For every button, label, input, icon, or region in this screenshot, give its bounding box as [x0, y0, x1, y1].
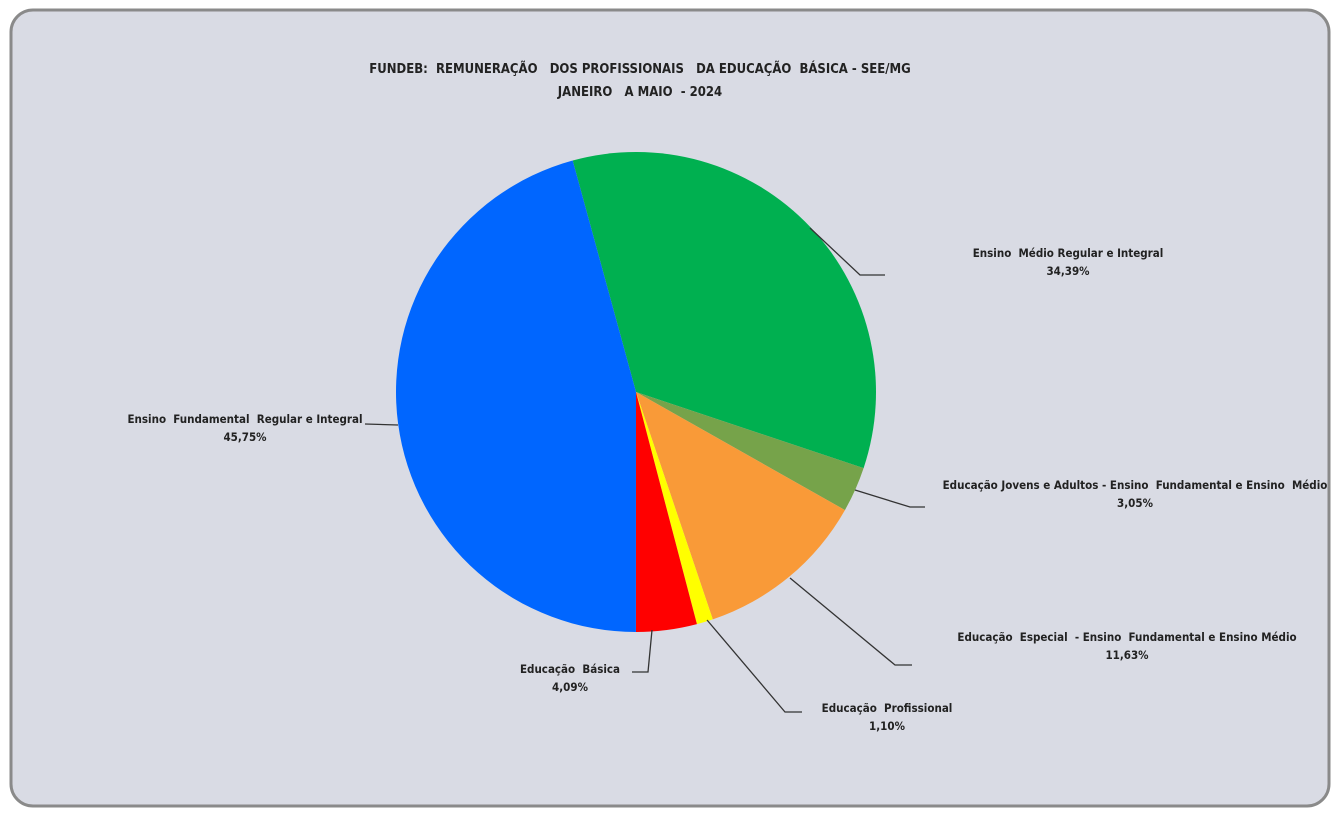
- slice-value-label: 45,75%: [223, 430, 267, 444]
- pie-slice: [395, 160, 636, 632]
- pie-slice: [636, 392, 845, 620]
- pie-slice: [572, 151, 877, 469]
- slice-label: Educação Profissional: [821, 701, 953, 715]
- slice-label: Ensino Fundamental Regular e Integral: [127, 412, 363, 426]
- leader-line: [364, 423, 399, 426]
- pie-slice: [635, 392, 697, 633]
- leader-line: [706, 619, 802, 713]
- chart-title: FUNDEB: REMUNERAÇÃO DOS PROFISSIONAIS DA…: [369, 62, 911, 77]
- leader-line: [854, 489, 925, 508]
- leader-line: [809, 227, 885, 276]
- slice-value-label: 3,05%: [1117, 496, 1153, 510]
- slice-label: Educação Jovens e Adultos - Ensino Funda…: [942, 478, 1328, 492]
- slice-value-label: 4,09%: [552, 680, 588, 694]
- slice-value-label: 11,63%: [1105, 648, 1149, 662]
- pie-slice: [636, 392, 864, 511]
- slice-label: Ensino Médio Regular e Integral: [972, 246, 1164, 260]
- chart-subtitle: JANEIRO A MAIO - 2024: [557, 85, 723, 100]
- pie-slice: [636, 392, 713, 625]
- slice-label: Educação Especial - Ensino Fundamental e…: [957, 630, 1297, 644]
- slice-value-label: 34,39%: [1046, 264, 1090, 278]
- slice-label: Educação Básica: [519, 662, 621, 676]
- leader-line: [632, 629, 653, 673]
- leader-line: [789, 577, 912, 666]
- slice-value-label: 1,10%: [869, 719, 905, 733]
